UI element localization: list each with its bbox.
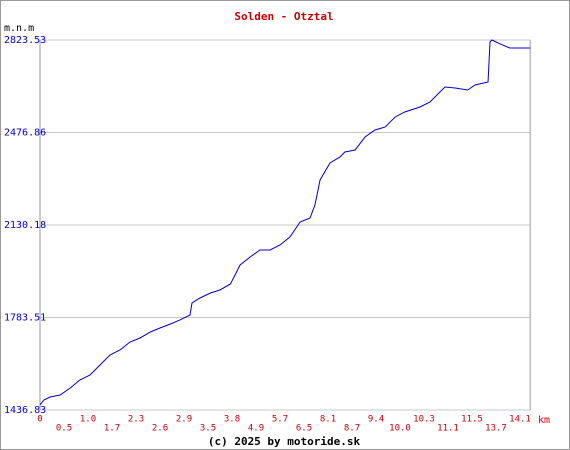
x-tick-label: 5.7 bbox=[272, 415, 288, 425]
elevation-line bbox=[39, 39, 531, 406]
x-tick-label: 0 bbox=[37, 415, 42, 425]
y-axis-label: m.n.m bbox=[4, 23, 34, 34]
x-axis-label: km bbox=[538, 415, 550, 426]
x-tick-label: 10.3 bbox=[413, 415, 435, 425]
x-tick-label: 1.0 bbox=[80, 415, 96, 425]
x-tick-label: 2.6 bbox=[152, 424, 168, 434]
footer: (c) 2025 by motoride.sk bbox=[208, 435, 361, 448]
y-tick-label: 2476.86 bbox=[4, 127, 46, 138]
x-tick-label: 2.9 bbox=[176, 415, 192, 425]
x-tick-label: 3.5 bbox=[200, 424, 216, 434]
y-tick-label: 2823.53 bbox=[4, 35, 46, 46]
x-tick-label: 2.3 bbox=[128, 415, 144, 425]
x-tick-label: 10.0 bbox=[389, 424, 411, 434]
y-tick-label: 1783.51 bbox=[4, 312, 46, 323]
y-tick-label: 1436.83 bbox=[4, 405, 46, 416]
x-tick-label: 1.7 bbox=[104, 424, 120, 434]
x-tick-label: 3.8 bbox=[224, 415, 240, 425]
y-tick-label: 2130.18 bbox=[4, 220, 46, 231]
x-tick-label: 14.1 bbox=[509, 415, 531, 425]
x-tick-label: 11.5 bbox=[461, 415, 483, 425]
x-tick-label: 11.1 bbox=[437, 424, 459, 434]
x-tick-label: 6.5 bbox=[296, 424, 312, 434]
x-tick-label: 4.9 bbox=[248, 424, 264, 434]
x-tick-label: 8.7 bbox=[344, 424, 360, 434]
x-tick-label: 13.7 bbox=[485, 424, 507, 434]
chart-title: Solden - Otztal bbox=[234, 10, 333, 23]
x-tick-label: 0.5 bbox=[56, 424, 72, 434]
x-tick-label: 8.1 bbox=[320, 415, 336, 425]
x-tick-label: 9.4 bbox=[368, 415, 384, 425]
